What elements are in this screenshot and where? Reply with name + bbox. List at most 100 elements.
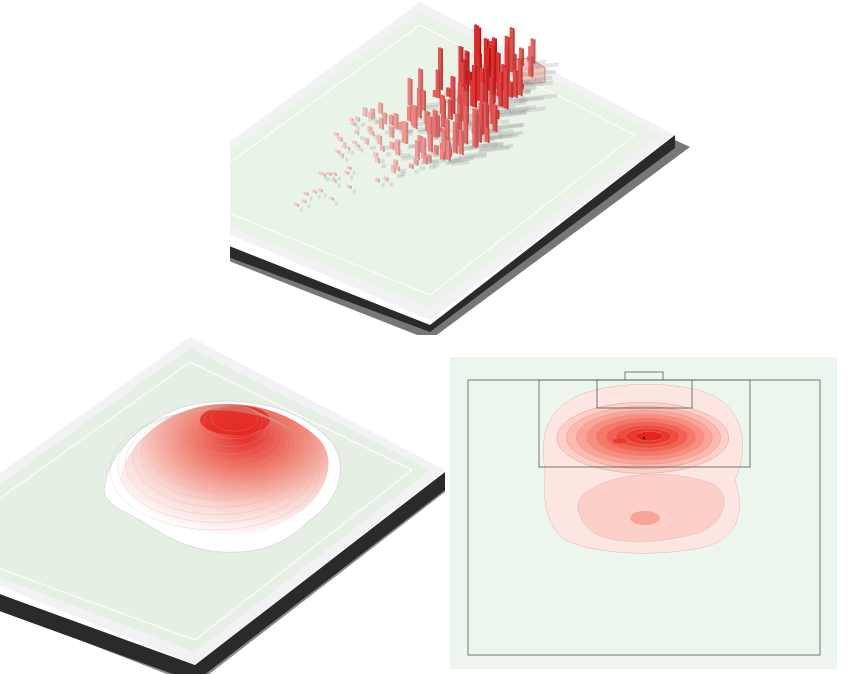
bar-shadow	[458, 151, 487, 159]
bar-side	[470, 71, 473, 86]
bar-shadow	[478, 145, 510, 154]
bar-side	[531, 67, 534, 78]
bar	[389, 141, 393, 149]
bar	[383, 176, 387, 181]
bar	[503, 68, 507, 109]
bar-shadow	[324, 175, 328, 181]
bar	[439, 142, 443, 151]
bar	[446, 140, 450, 160]
bar-shadow	[309, 196, 313, 201]
bar	[432, 89, 436, 98]
bar	[345, 146, 349, 150]
bar-side	[353, 121, 356, 126]
bar-shadow	[360, 135, 364, 141]
bar-shadow	[352, 170, 356, 176]
bar-side	[449, 141, 452, 161]
pitch-lines	[230, 24, 636, 296]
contour-level	[630, 511, 660, 525]
bar	[458, 45, 462, 100]
bar	[427, 133, 431, 152]
bar-side	[430, 116, 433, 145]
bar-side	[460, 105, 463, 140]
ridge-line	[133, 408, 306, 508]
bar	[321, 172, 325, 176]
bar	[438, 47, 442, 90]
bar-shadow	[345, 157, 348, 162]
contour-level	[635, 431, 664, 442]
contour-level	[613, 438, 627, 444]
bar	[519, 47, 523, 65]
bar-side	[443, 151, 446, 161]
bar-side	[450, 100, 453, 120]
contour-group	[543, 384, 743, 554]
bar-pitch-panel	[230, 2, 690, 335]
bar-shadow	[427, 158, 447, 165]
bar-group	[293, 24, 559, 212]
bar-side	[533, 39, 536, 64]
bar-side	[487, 128, 490, 143]
bar-shadow	[317, 194, 321, 199]
bar-side	[406, 122, 409, 144]
kde-surface-panel	[0, 337, 445, 674]
bar	[512, 69, 516, 97]
bar-shadow	[338, 176, 341, 181]
bar	[346, 166, 350, 170]
bar-shadow	[498, 130, 523, 138]
bar	[311, 189, 315, 193]
bar	[346, 184, 350, 188]
bar-side	[338, 150, 341, 154]
bar-side	[396, 160, 399, 169]
bar-side	[410, 78, 413, 107]
bar-shadow	[307, 204, 311, 209]
bar	[414, 140, 418, 159]
bar	[339, 152, 343, 156]
bar-side	[392, 127, 395, 139]
bar-side	[497, 110, 500, 120]
bar-side	[493, 69, 496, 103]
bar	[393, 113, 397, 129]
kde-contour-panel	[450, 357, 837, 669]
bar	[377, 134, 381, 145]
bar-side	[481, 104, 484, 136]
bar-side	[421, 69, 424, 103]
bar-side	[487, 104, 490, 131]
bar-shadow	[452, 159, 470, 166]
bar-shadow	[356, 126, 361, 131]
bar-side	[367, 138, 370, 146]
bar-shadow	[447, 158, 466, 165]
bar-side	[489, 48, 492, 92]
bar	[393, 159, 397, 168]
bar-side	[334, 179, 337, 183]
bar	[382, 111, 386, 124]
bar	[528, 55, 532, 76]
contour-ridges	[109, 404, 321, 531]
bar	[412, 105, 416, 128]
bar-side	[466, 106, 469, 145]
bar-side	[385, 112, 388, 125]
bar-side	[507, 36, 510, 85]
bar-side	[376, 152, 379, 159]
bar-shadow	[515, 69, 557, 79]
ridge-line	[195, 405, 268, 447]
bar-side	[392, 142, 395, 150]
bar-side	[320, 189, 323, 193]
bar	[504, 35, 508, 84]
bar	[301, 199, 305, 203]
bar	[452, 121, 456, 153]
bar	[352, 140, 356, 144]
bar-shadow	[482, 142, 498, 148]
bar	[398, 121, 402, 131]
bar-shadow	[401, 155, 416, 161]
bar-side	[341, 138, 344, 142]
bar	[432, 109, 436, 138]
bar-side	[336, 132, 339, 137]
bar-side	[419, 88, 422, 119]
ridge-line	[203, 405, 263, 440]
bar-side	[304, 200, 307, 204]
bar-shadow	[509, 106, 546, 115]
pitch-lines	[0, 361, 413, 641]
bar	[425, 110, 429, 132]
bar-side	[441, 48, 444, 91]
bar	[426, 154, 430, 162]
bar-shadow	[523, 93, 558, 102]
